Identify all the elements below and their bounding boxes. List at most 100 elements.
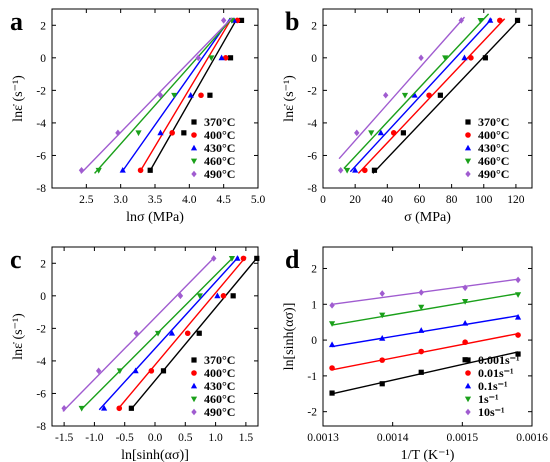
x-axis-label: σ (MPa): [404, 210, 451, 225]
data-point: [390, 130, 397, 136]
series-2: [98, 255, 241, 411]
data-point: [514, 17, 521, 23]
legend-label: 370°C: [204, 353, 235, 367]
data-point: [218, 54, 225, 61]
legend-label: 0.01s⁻¹: [478, 366, 514, 380]
data-point: [222, 55, 229, 61]
x-tick-label: 0.0: [148, 432, 163, 444]
data-point: [184, 330, 191, 337]
data-point: [95, 367, 102, 375]
data-point: [171, 92, 178, 99]
legend-marker: [191, 132, 197, 138]
x-tick-label: 0: [320, 194, 326, 206]
data-point: [157, 91, 164, 99]
data-point: [195, 54, 201, 62]
legend-marker: [465, 132, 471, 138]
x-tick-label: 20: [349, 194, 361, 206]
panel-d: 0.0013 0.0014 0.0015 0.0016 -2 -1 0 1 2 1/T (K⁻¹)…: [282, 245, 548, 462]
data-point: [462, 339, 468, 346]
fit-line: [343, 13, 490, 169]
y-tick-label: 0: [311, 53, 317, 65]
data-point: [227, 55, 234, 61]
data-point: [400, 130, 406, 136]
data-point: [329, 365, 335, 371]
x-tick-label: 120: [507, 194, 525, 206]
data-point: [379, 334, 386, 341]
data-point: [116, 368, 123, 375]
data-point: [208, 55, 215, 62]
data-point: [462, 299, 469, 305]
x-tick-label: 1.0: [208, 432, 223, 444]
data-point: [515, 332, 521, 338]
panel-a: 2.5 3.0 3.5 4.0 4.5 5.0 -8 -6 -4 -2 0 2 lnσ (MPa) lnε…: [10, 7, 265, 225]
y-tick-label: 0: [40, 291, 46, 303]
data-point: [352, 166, 359, 173]
series-4: [329, 276, 521, 309]
series-2: [119, 17, 238, 173]
data-point: [234, 255, 241, 261]
data-point: [198, 92, 204, 99]
series-3: [343, 13, 490, 174]
data-point: [337, 166, 344, 174]
legend-marker: [190, 144, 198, 151]
x-tick-label: -0.5: [116, 432, 134, 444]
series-0: [147, 17, 245, 173]
data-point: [497, 17, 503, 24]
y-tick-label: 2: [311, 263, 317, 275]
y-tick-label: -2: [307, 407, 317, 419]
data-point: [379, 381, 385, 387]
data-point: [61, 404, 67, 412]
legend-label: 490°C: [204, 405, 235, 419]
data-point: [379, 357, 386, 363]
panel-label: a: [10, 7, 23, 36]
fit-line: [139, 17, 233, 173]
x-tick-label: 0.5: [178, 432, 193, 444]
data-point: [371, 167, 378, 173]
data-point: [379, 312, 386, 319]
legend-label: 0.1s⁻¹: [478, 379, 508, 393]
data-point: [515, 351, 521, 357]
y-tick-label: -4: [36, 118, 46, 130]
series-0: [329, 351, 521, 396]
series-1: [116, 255, 247, 412]
data-point: [328, 321, 336, 327]
data-point: [169, 130, 175, 136]
data-point: [220, 17, 227, 24]
fit-line: [331, 315, 519, 348]
legend-marker: [465, 357, 471, 363]
data-point: [329, 390, 335, 396]
y-tick-label: -4: [307, 118, 317, 130]
data-point: [477, 17, 484, 24]
x-tick-label: 0.0015: [447, 432, 479, 444]
data-point: [418, 348, 425, 355]
data-point: [379, 290, 385, 297]
y-tick-label: 2: [40, 258, 46, 270]
data-point: [329, 302, 335, 309]
series-4: [61, 255, 217, 412]
data-point: [148, 368, 155, 374]
legend-label: 460°C: [478, 154, 509, 168]
data-point: [220, 293, 227, 299]
panel-label: c: [10, 245, 22, 274]
data-point: [240, 255, 247, 262]
legend-label: 490°C: [204, 167, 235, 181]
data-point: [437, 92, 443, 98]
y-axis-label: ln[sinh(ασ)]: [282, 303, 297, 371]
fit-line: [121, 17, 232, 173]
legend-label: 10s⁻¹: [478, 405, 505, 419]
legend-marker: [465, 119, 471, 125]
y-tick-label: -2: [36, 323, 46, 335]
y-axis-label: lnε̇ (s⁻¹): [11, 75, 26, 122]
data-point: [116, 405, 123, 412]
data-point: [228, 255, 236, 262]
y-tick-label: 0: [40, 53, 46, 65]
data-point: [515, 276, 521, 284]
data-point: [157, 129, 164, 136]
x-tick-label: 4.5: [216, 194, 231, 206]
data-point: [426, 92, 432, 99]
panel-label: b: [285, 7, 299, 36]
legend-marker: [190, 158, 198, 165]
data-point: [177, 292, 184, 300]
data-point: [207, 92, 213, 98]
